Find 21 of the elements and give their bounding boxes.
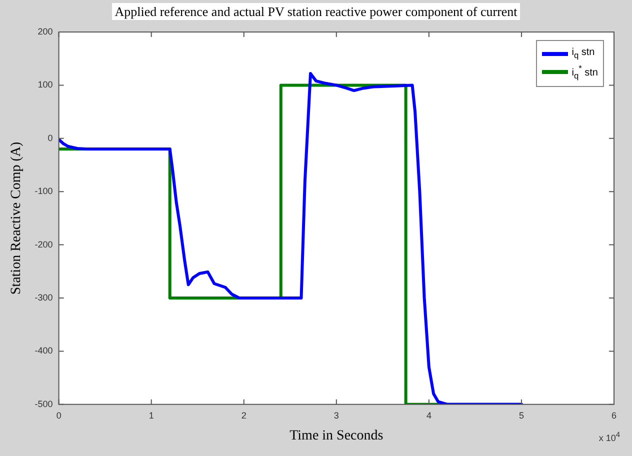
text: x 10$^{4}$ — [598, 430, 620, 443]
x-tick-label: 2 — [241, 410, 246, 420]
legend-label: i$_{q}$$^{*}$ stn — [572, 63, 598, 80]
y-tick-label: -400 — [34, 346, 53, 356]
y-tick-label: -300 — [34, 292, 53, 302]
legend-label: i$_{q}$ stn — [572, 47, 595, 60]
y-tick-label: 0 — [48, 132, 53, 143]
x-tick-label: 5 — [518, 410, 524, 420]
x-tick-label: 1 — [148, 410, 154, 420]
y-tick-label: -500 — [34, 398, 53, 409]
x-tick-label: 3 — [334, 410, 339, 420]
y-axis-title: Station Reactive Comp (A) — [9, 141, 24, 295]
y-tick-label: 100 — [38, 80, 53, 90]
x-tick-label: 0 — [56, 410, 62, 420]
x-tick-label: 4 — [426, 410, 432, 420]
chart-title: Applied reference and actual PV station reactive power component of current — [112, 3, 520, 20]
x-axis-title: Time in Seconds — [290, 428, 384, 444]
x-tick-label: 6 — [611, 410, 617, 420]
y-tick-label: -100 — [34, 186, 53, 196]
y-tick-label: 200 — [38, 26, 53, 36]
y-tick-label: -200 — [34, 239, 53, 250]
